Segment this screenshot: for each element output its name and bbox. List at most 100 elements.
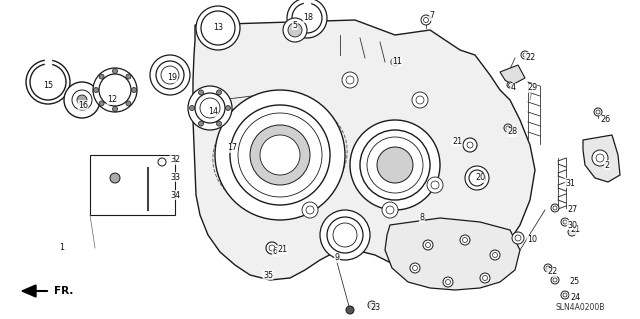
Circle shape [350, 120, 440, 210]
Circle shape [93, 68, 137, 112]
Circle shape [216, 121, 221, 126]
Text: 20: 20 [475, 174, 485, 182]
Circle shape [563, 220, 567, 224]
Polygon shape [45, 59, 51, 65]
Circle shape [463, 238, 467, 242]
Circle shape [113, 107, 118, 112]
Circle shape [377, 147, 413, 183]
Circle shape [568, 228, 576, 236]
Text: 24: 24 [570, 293, 580, 301]
Circle shape [424, 18, 429, 23]
Circle shape [596, 110, 600, 114]
Circle shape [393, 60, 397, 64]
Text: 23: 23 [370, 302, 380, 311]
Circle shape [561, 291, 569, 299]
Circle shape [445, 279, 451, 285]
Text: 16: 16 [78, 100, 88, 109]
Circle shape [198, 121, 204, 126]
Text: 30: 30 [567, 220, 577, 229]
Circle shape [413, 265, 417, 271]
Circle shape [431, 181, 439, 189]
Text: 22: 22 [525, 53, 535, 62]
Circle shape [196, 6, 240, 50]
Text: 2: 2 [604, 160, 609, 169]
Polygon shape [22, 285, 36, 297]
Circle shape [546, 266, 550, 270]
Text: 32: 32 [170, 155, 180, 165]
Text: 26: 26 [600, 115, 610, 124]
Circle shape [200, 98, 220, 118]
Circle shape [161, 66, 179, 84]
Circle shape [426, 242, 431, 248]
Text: 7: 7 [429, 11, 435, 20]
Circle shape [292, 3, 322, 33]
Bar [90, 155, 175, 215]
Circle shape [131, 87, 136, 93]
Circle shape [521, 51, 529, 59]
Circle shape [509, 84, 511, 86]
Circle shape [427, 177, 443, 193]
Circle shape [156, 61, 184, 89]
Circle shape [410, 263, 420, 273]
Text: 17: 17 [227, 144, 237, 152]
Polygon shape [193, 20, 535, 280]
Text: 6: 6 [273, 248, 278, 256]
Text: SLN4A0200B: SLN4A0200B [556, 303, 605, 313]
Text: 19: 19 [167, 73, 177, 83]
Circle shape [553, 278, 557, 282]
Circle shape [360, 130, 430, 200]
Circle shape [333, 223, 357, 247]
Circle shape [391, 58, 399, 66]
Circle shape [283, 18, 307, 42]
Text: 10: 10 [527, 235, 537, 244]
Circle shape [327, 217, 363, 253]
Circle shape [201, 11, 235, 45]
Circle shape [382, 202, 398, 218]
Circle shape [515, 235, 521, 241]
Polygon shape [385, 218, 520, 290]
Text: 5: 5 [292, 20, 298, 29]
Circle shape [198, 90, 204, 95]
Circle shape [416, 96, 424, 104]
Text: 21: 21 [277, 246, 287, 255]
Circle shape [269, 245, 275, 251]
Circle shape [113, 69, 118, 73]
Circle shape [64, 82, 100, 118]
Text: 33: 33 [170, 173, 180, 182]
Circle shape [421, 15, 431, 25]
Circle shape [150, 55, 190, 95]
Circle shape [230, 105, 330, 205]
Circle shape [483, 276, 488, 280]
Polygon shape [583, 135, 620, 182]
Circle shape [563, 293, 567, 297]
Text: 11: 11 [392, 57, 402, 66]
Circle shape [126, 74, 131, 79]
Text: 9: 9 [335, 254, 340, 263]
Circle shape [195, 93, 225, 123]
Circle shape [99, 101, 104, 106]
Text: 21: 21 [570, 226, 580, 234]
Circle shape [250, 125, 310, 185]
Text: 14: 14 [208, 108, 218, 116]
Circle shape [189, 106, 195, 110]
Text: 29: 29 [527, 84, 537, 93]
Text: 35: 35 [263, 271, 273, 279]
Circle shape [215, 90, 345, 220]
Circle shape [596, 154, 604, 162]
Circle shape [288, 23, 302, 37]
Text: 13: 13 [213, 24, 223, 33]
Circle shape [469, 170, 485, 186]
Circle shape [561, 218, 569, 226]
Circle shape [490, 250, 500, 260]
Text: 31: 31 [565, 179, 575, 188]
Text: 15: 15 [43, 80, 53, 90]
Text: 34: 34 [170, 190, 180, 199]
Text: 4: 4 [511, 84, 515, 93]
Polygon shape [304, 0, 310, 4]
Circle shape [512, 232, 524, 244]
Circle shape [342, 72, 358, 88]
Circle shape [551, 204, 559, 212]
Circle shape [523, 53, 527, 57]
Circle shape [188, 86, 232, 130]
Text: 28: 28 [507, 128, 517, 137]
